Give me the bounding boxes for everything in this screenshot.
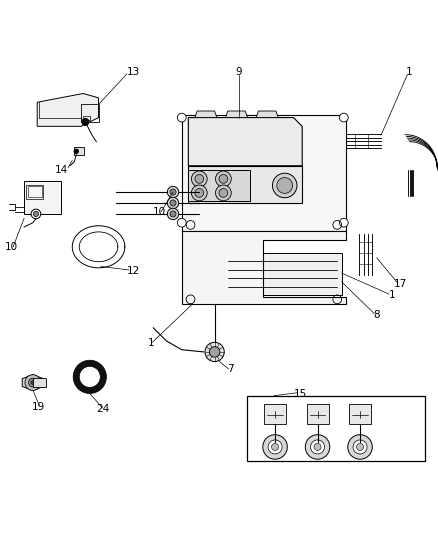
Circle shape: [195, 189, 204, 197]
Circle shape: [167, 187, 179, 198]
Circle shape: [195, 174, 204, 183]
Bar: [26, 184, 43, 199]
Circle shape: [357, 443, 364, 450]
Circle shape: [74, 149, 78, 154]
Circle shape: [170, 189, 176, 195]
Polygon shape: [195, 111, 217, 118]
Text: 10: 10: [4, 242, 18, 252]
Circle shape: [277, 177, 293, 193]
Circle shape: [314, 443, 321, 450]
Polygon shape: [188, 170, 250, 201]
Circle shape: [28, 378, 37, 387]
Circle shape: [348, 435, 372, 459]
Bar: [81, 104, 99, 122]
Text: 17: 17: [394, 279, 407, 289]
Circle shape: [31, 209, 41, 219]
Circle shape: [191, 171, 207, 187]
Text: 7: 7: [226, 365, 233, 374]
Circle shape: [167, 208, 179, 220]
Polygon shape: [37, 93, 99, 126]
Bar: [349, 405, 371, 424]
Circle shape: [177, 219, 186, 227]
Text: 9: 9: [235, 67, 242, 77]
Polygon shape: [256, 111, 278, 118]
Polygon shape: [182, 115, 346, 231]
Circle shape: [219, 271, 228, 280]
Circle shape: [272, 443, 279, 450]
Text: 15: 15: [293, 389, 307, 399]
Text: 24: 24: [96, 404, 110, 414]
Bar: [28, 186, 42, 197]
Circle shape: [339, 113, 348, 122]
Polygon shape: [188, 118, 302, 166]
Bar: [83, 116, 90, 120]
Polygon shape: [226, 111, 247, 118]
Circle shape: [167, 197, 179, 209]
Bar: [264, 405, 286, 424]
Circle shape: [268, 440, 282, 454]
Polygon shape: [22, 375, 43, 391]
Bar: [271, 439, 279, 444]
Circle shape: [191, 185, 207, 201]
Circle shape: [272, 173, 297, 198]
Circle shape: [215, 171, 231, 187]
Circle shape: [219, 253, 228, 262]
Circle shape: [33, 211, 39, 216]
Circle shape: [170, 211, 176, 217]
Text: 12: 12: [127, 266, 140, 276]
Circle shape: [25, 375, 41, 391]
Circle shape: [170, 200, 176, 206]
Circle shape: [263, 435, 287, 459]
Circle shape: [82, 118, 89, 125]
Text: 1: 1: [406, 67, 413, 77]
Circle shape: [311, 440, 325, 454]
Circle shape: [339, 219, 348, 227]
Bar: [307, 405, 328, 424]
Circle shape: [215, 185, 231, 201]
Bar: [74, 147, 84, 155]
Circle shape: [219, 280, 228, 288]
Polygon shape: [188, 166, 302, 203]
Text: 8: 8: [373, 310, 380, 320]
Circle shape: [205, 342, 224, 361]
Circle shape: [219, 262, 228, 271]
Circle shape: [353, 440, 367, 454]
Bar: [24, 181, 61, 214]
Polygon shape: [182, 231, 346, 304]
Bar: [33, 378, 46, 387]
Circle shape: [177, 113, 186, 122]
Circle shape: [31, 381, 35, 384]
Text: 13: 13: [127, 67, 140, 77]
Bar: [313, 439, 322, 444]
Circle shape: [73, 360, 106, 393]
Text: 1: 1: [148, 338, 155, 348]
Bar: [247, 395, 425, 462]
Circle shape: [219, 174, 228, 183]
Circle shape: [305, 435, 330, 459]
Bar: [356, 439, 364, 444]
Text: 10: 10: [153, 207, 166, 217]
Circle shape: [219, 189, 228, 197]
Text: 19: 19: [32, 402, 45, 411]
Circle shape: [209, 346, 220, 357]
Bar: [223, 253, 342, 295]
Text: 1: 1: [389, 290, 396, 300]
Circle shape: [79, 366, 100, 387]
Text: 14: 14: [55, 165, 68, 175]
